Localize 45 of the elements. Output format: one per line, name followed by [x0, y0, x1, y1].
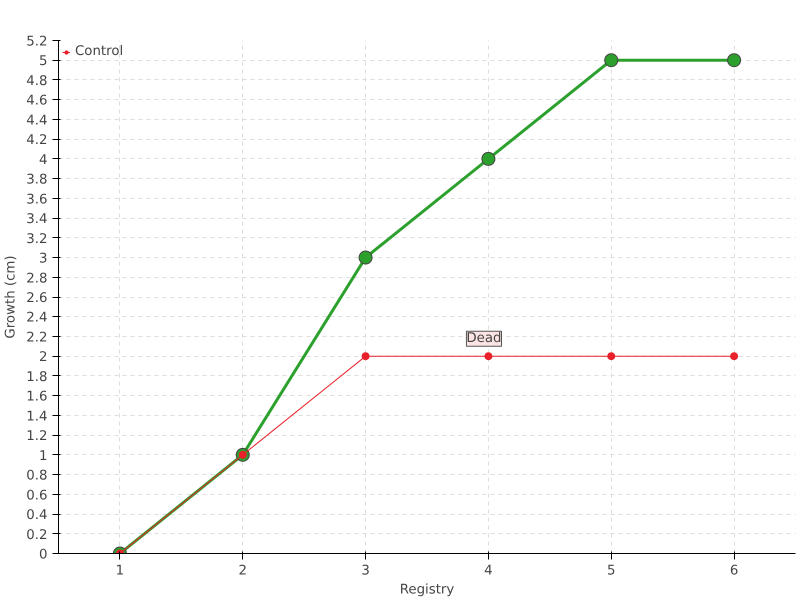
y-tick-label: 2	[39, 350, 48, 366]
y-tick-label: 1.2	[26, 429, 48, 444]
y-tick-label: 0.6	[26, 488, 48, 504]
y-tick-label: 5.2	[26, 34, 48, 50]
y-tick-label: 4.2	[26, 133, 48, 148]
x-tick-label: 3	[361, 564, 370, 578]
y-tick-label: 3.6	[26, 192, 48, 208]
y-tick-label: 0	[39, 548, 48, 562]
point	[607, 352, 616, 360]
y-tick-label: 1.4	[26, 409, 48, 424]
point	[484, 352, 492, 360]
y-tick-label: 0.8	[26, 468, 48, 484]
y-tick-label: 3.4	[26, 212, 48, 228]
x-tick-label: 1	[116, 564, 124, 578]
y-tick-label: 4.6	[26, 94, 48, 109]
point	[481, 152, 496, 166]
y-tick-label: 2.2	[26, 330, 48, 346]
y-tick-label: 0.2	[26, 528, 48, 543]
legend-label: Control	[75, 44, 124, 59]
y-tick-label: 4	[39, 152, 48, 168]
x-tick-label: 6	[730, 564, 738, 578]
y-tick-label: 1.6	[26, 390, 48, 405]
x-tick-label: 5	[607, 564, 616, 578]
y-tick-label: 0.4	[26, 508, 48, 524]
y-tick-label: 4.8	[26, 74, 48, 89]
x-tick-label: 4	[484, 564, 493, 578]
x-axis-title: Registry	[400, 582, 454, 598]
point	[604, 53, 618, 68]
y-axis-title: Growth (cm)	[3, 255, 18, 339]
point	[362, 352, 370, 360]
point	[730, 352, 738, 360]
y-tick-label: 1.8	[26, 370, 48, 385]
y-tick-label: 3.8	[26, 172, 48, 188]
annotation: Dead	[466, 331, 502, 346]
point	[358, 250, 373, 265]
x-tick-label: 2	[238, 564, 247, 578]
y-tick-label: 5	[39, 54, 48, 70]
y-tick-label: 4.4	[26, 113, 48, 128]
y-tick-label: 2.8	[26, 271, 48, 286]
point	[727, 53, 742, 68]
y-tick-label: 2.6	[26, 291, 48, 306]
y-tick-label: 3.2	[26, 232, 48, 247]
y-tick-label: 1	[39, 448, 48, 464]
y-tick-label: 2.4	[26, 310, 48, 326]
y-tick-label: 3	[39, 252, 48, 267]
